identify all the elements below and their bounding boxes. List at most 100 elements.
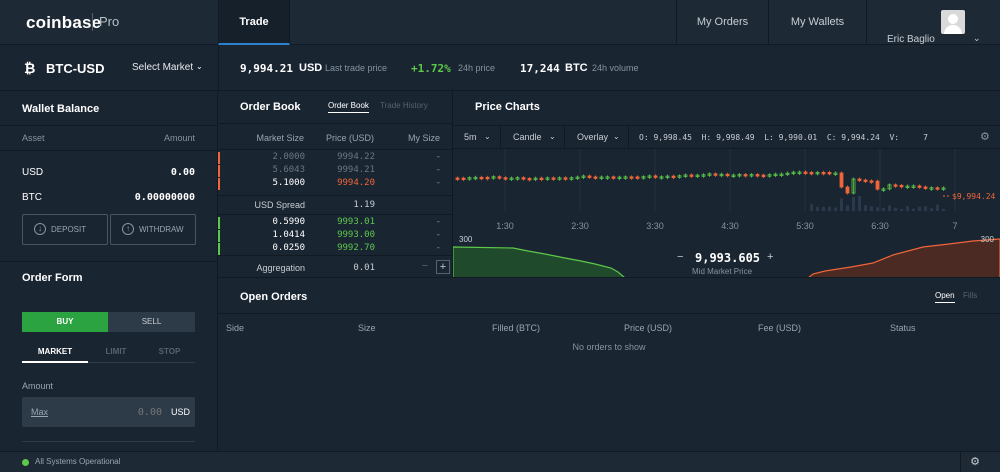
zoom-out-button[interactable]: − — [677, 251, 684, 263]
aggregation-decrease-button[interactable]: − — [421, 260, 429, 272]
aggregation-increase-button[interactable]: + — [436, 260, 450, 274]
max-amount-link[interactable]: Max — [31, 407, 49, 417]
balance-amount-usd: 0.00 — [170, 167, 195, 178]
buy-tab[interactable]: BUY — [22, 312, 108, 332]
tab-open[interactable]: Open — [935, 291, 955, 303]
status-indicator-icon — [22, 459, 29, 466]
chart-toolbar: 5m ⌄ Candle ⌄ Overlay ⌄ O: 9,998.45 H: 9… — [453, 125, 1000, 149]
interval-select[interactable]: 5m ⌄ — [453, 126, 501, 148]
candle — [743, 174, 748, 177]
price-charts-title: Price Charts — [475, 101, 540, 113]
candle — [887, 184, 892, 190]
aggregation-row: Aggregation 0.01 − + — [218, 255, 453, 278]
candle — [785, 172, 790, 176]
side-column-header: Side — [226, 323, 245, 333]
candle — [683, 174, 688, 177]
candle — [731, 174, 736, 177]
candle — [833, 172, 838, 175]
bid-row[interactable]: 0.5990 9993.01 - — [218, 217, 453, 229]
ask-row[interactable]: 5.6043 9994.21 - — [218, 165, 453, 177]
ask-row[interactable]: 5.1000 9994.20 - — [218, 178, 453, 190]
candle — [635, 176, 640, 179]
candle — [923, 186, 928, 189]
amount-input[interactable] — [72, 403, 162, 421]
candle — [917, 185, 922, 188]
candlestick-chart[interactable]: 1:30 2:30 3:30 4:30 5:30 6:30 7 $9,994.24 — [453, 149, 1000, 231]
coinbase-logo[interactable]: coinbase — [26, 13, 102, 32]
ask-price: 9994.22 — [337, 152, 375, 162]
price-column-header: Price (USD) — [624, 323, 673, 333]
nav-tab-trade[interactable]: Trade — [218, 0, 290, 45]
avatar[interactable] — [941, 10, 965, 34]
balance-amount-btc: 0.00000000 — [134, 192, 195, 203]
order-type-market-tab[interactable]: MARKET — [37, 347, 73, 356]
top-navigation-bar: coinbase Pro Trade My Orders My Wallets … — [0, 0, 1000, 45]
ask-row[interactable]: 2.0000 9994.22 - — [218, 152, 453, 164]
candle — [737, 174, 742, 177]
order-type-limit-tab[interactable]: LIMIT — [105, 347, 127, 356]
candle — [551, 177, 556, 180]
candle — [725, 173, 730, 177]
amount-label: Amount — [22, 381, 54, 391]
ohlc-readout: O: 9,998.45 H: 9,998.49 L: 9,990.01 C: 9… — [639, 133, 928, 142]
user-menu[interactable]: Eric Baglio ⌄ — [866, 0, 1000, 45]
candle — [569, 177, 574, 180]
volume-bar — [894, 207, 897, 211]
volume-bar — [858, 196, 861, 211]
candle — [515, 177, 520, 180]
divider — [218, 313, 1000, 314]
balance-asset-usd: USD — [22, 167, 44, 178]
volume-24h-label: 24h volume — [592, 63, 639, 73]
system-status[interactable]: All Systems Operational — [35, 457, 121, 466]
candle — [905, 185, 910, 188]
tab-fills[interactable]: Fills — [963, 291, 978, 300]
zoom-in-button[interactable]: + — [767, 251, 774, 263]
volume-bar — [840, 198, 843, 211]
chevron-down-icon[interactable]: ⌄ — [973, 33, 981, 43]
divider — [0, 261, 218, 262]
candle — [827, 172, 832, 175]
volume-bar — [912, 208, 915, 211]
gear-icon[interactable]: ⚙ — [980, 131, 990, 143]
withdraw-button[interactable]: ↑ WITHDRAW — [110, 214, 196, 245]
last-trade-price-unit: USD — [299, 62, 323, 74]
price-charts-panel: Price Charts 5m ⌄ Candle ⌄ Overlay ⌄ O: … — [453, 91, 1000, 278]
candle — [653, 175, 658, 178]
depth-chart[interactable]: 300 300 — [453, 231, 1000, 278]
chart-type-select[interactable]: Candle ⌄ — [501, 126, 565, 148]
candle — [473, 176, 478, 180]
select-market-button[interactable]: Select Market — [132, 62, 194, 73]
bid-row[interactable]: 1.0414 9993.00 - — [218, 230, 453, 242]
deposit-button[interactable]: ↓ DEPOSIT — [22, 214, 108, 245]
nav-tab-my-wallets[interactable]: My Wallets — [768, 0, 866, 45]
deposit-button-label: DEPOSIT — [51, 225, 87, 234]
divider — [218, 123, 453, 124]
candle — [755, 174, 760, 177]
chevron-down-icon[interactable]: ⌄ — [196, 62, 203, 71]
user-name: Eric Baglio — [887, 34, 935, 45]
volume-bar — [882, 207, 885, 211]
volume-bar — [924, 206, 927, 211]
nav-tab-my-orders[interactable]: My Orders — [676, 0, 768, 45]
bid-depth-bar — [218, 217, 220, 229]
overlay-select[interactable]: Overlay ⌄ — [565, 126, 629, 148]
candle — [707, 173, 712, 176]
candle — [659, 176, 664, 179]
divider — [22, 362, 195, 363]
price-column-header: Price (USD) — [325, 133, 374, 143]
order-type-stop-tab[interactable]: STOP — [158, 347, 181, 356]
ask-my-size: - — [435, 165, 441, 175]
gear-icon[interactable]: ⚙ — [970, 456, 980, 468]
divider — [0, 150, 218, 151]
bid-row[interactable]: 0.0250 9992.70 - — [218, 243, 453, 255]
candle — [641, 176, 646, 179]
bid-size: 0.0250 — [272, 243, 305, 253]
candle — [581, 175, 586, 178]
sell-tab[interactable]: SELL — [108, 312, 195, 332]
candle — [509, 177, 514, 180]
tab-order-book[interactable]: Order Book — [328, 101, 369, 113]
bid-price: 9993.00 — [337, 230, 375, 240]
candle — [797, 171, 802, 174]
tab-trade-history[interactable]: Trade History — [380, 101, 428, 110]
nav-tab-trade-label: Trade — [239, 16, 269, 28]
